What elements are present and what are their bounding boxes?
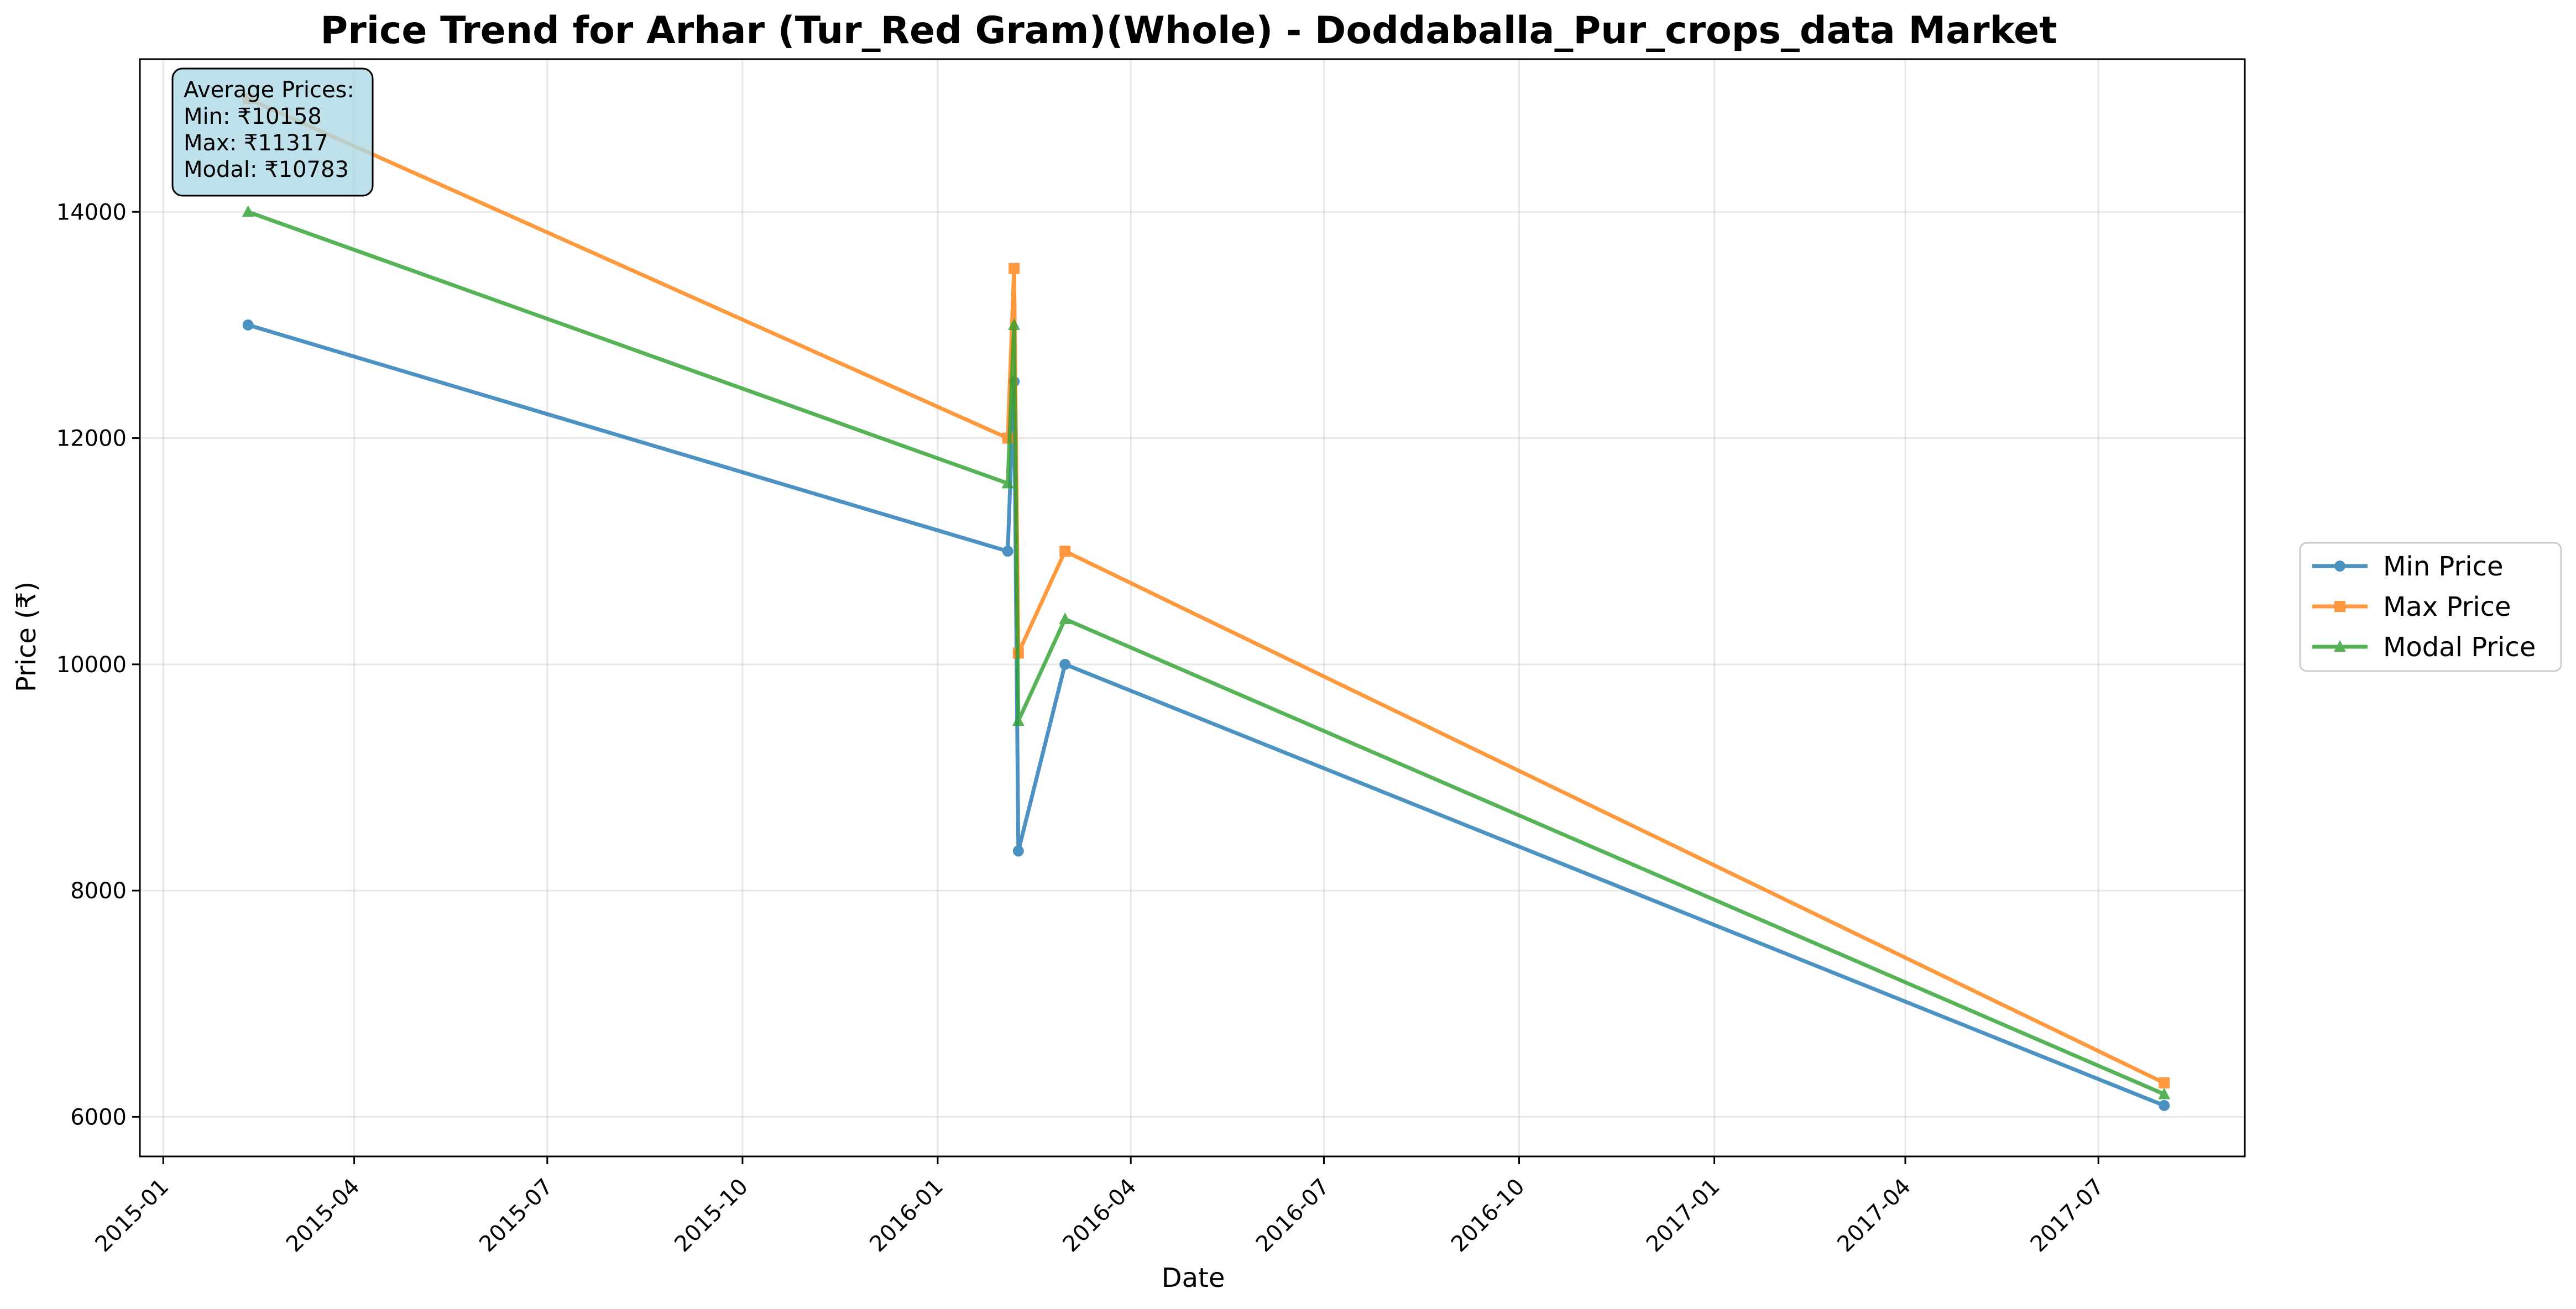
legend-swatch-max-price xyxy=(2312,601,2368,612)
modal-price-point xyxy=(2158,1087,2171,1099)
modal-price-point xyxy=(1008,318,1021,330)
legend-marker-min-price xyxy=(2334,561,2345,572)
annotation-line: Min: ₹10158 xyxy=(184,104,322,129)
annotation-line: Max: ₹11317 xyxy=(184,130,328,156)
min-price-point xyxy=(1002,546,1013,557)
x-axis-label: Date xyxy=(1162,1263,1225,1294)
legend-label-min-price: Min Price xyxy=(2383,551,2504,582)
series-layer xyxy=(242,93,2171,1111)
legend: Min Price Max Price Modal Price xyxy=(2299,542,2562,672)
modal-price-point xyxy=(242,205,254,217)
min-price-point xyxy=(2159,1099,2170,1111)
plot-frame xyxy=(139,58,2246,1158)
max-price-point xyxy=(2159,1077,2170,1088)
modal-price-point xyxy=(1001,477,1014,489)
min-price-point xyxy=(1012,845,1024,857)
min-price-point xyxy=(242,319,254,331)
legend-marker-max-price xyxy=(2334,601,2345,612)
y-tick-label: 6000 xyxy=(70,1104,127,1130)
modal-price-line xyxy=(247,210,2165,1096)
modal-price-point xyxy=(1012,714,1025,726)
grid-layer xyxy=(140,59,2245,1156)
modal-price-point xyxy=(1059,612,1072,624)
legend-label-modal-price: Modal Price xyxy=(2383,632,2536,663)
legend-swatch-modal-price xyxy=(2312,640,2368,652)
y-tick-label: 8000 xyxy=(70,878,127,904)
min-price-point xyxy=(1059,658,1071,670)
modal-price-series xyxy=(242,205,2171,1099)
annotation-line: Average Prices: xyxy=(184,77,354,103)
y-tick-label: 14000 xyxy=(56,200,127,225)
annotation-line: Modal: ₹10783 xyxy=(184,157,349,182)
y-tick-label: 10000 xyxy=(56,652,127,678)
legend-marker-modal-price xyxy=(2334,640,2346,652)
legend-box xyxy=(2299,542,2562,672)
chart-title: Price Trend for Arhar (Tur_Red Gram)(Who… xyxy=(320,9,2057,53)
max-price-point xyxy=(1009,263,1020,274)
max-price-point xyxy=(1059,546,1071,557)
y-tick-label: 12000 xyxy=(56,426,127,452)
legend-swatch-min-price xyxy=(2312,561,2368,572)
y-axis-label: Price (₹) xyxy=(11,582,42,692)
annotation-box xyxy=(171,67,374,197)
legend-label-max-price: Max Price xyxy=(2383,591,2511,622)
